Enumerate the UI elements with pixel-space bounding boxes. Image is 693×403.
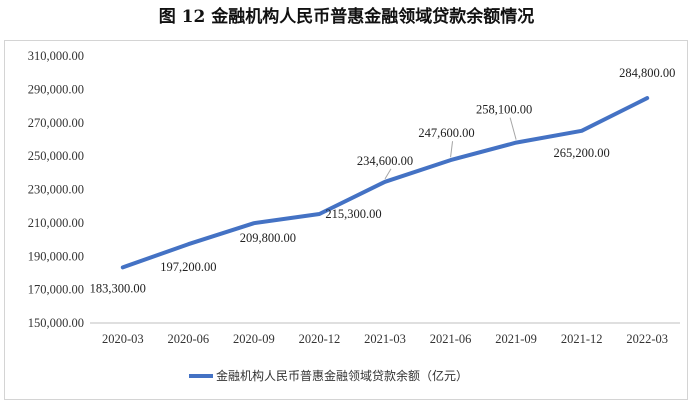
data-label: 234,600.00 bbox=[357, 154, 413, 168]
data-labels: 183,300.00 197,200.00 209,800.00 215,300.00… bbox=[90, 66, 676, 295]
y-axis-ticks: 150,000.00 170,000.00 190,000.00 210,000.00… bbox=[28, 49, 84, 330]
y-tick-label: 150,000.00 bbox=[28, 316, 84, 330]
series-line bbox=[120, 96, 650, 270]
x-tick-label: 2020-03 bbox=[102, 332, 144, 346]
data-label: 183,300.00 bbox=[90, 281, 146, 295]
x-tick-label: 2022-03 bbox=[626, 332, 668, 346]
x-tick-label: 2021-09 bbox=[495, 332, 537, 346]
x-tick-label: 2020-09 bbox=[233, 332, 275, 346]
data-label: 215,300.00 bbox=[325, 207, 381, 221]
x-tick-label: 2021-03 bbox=[364, 332, 406, 346]
x-axis-ticks: 2020-03 2020-06 2020-09 2020-12 2021-03 2021-… bbox=[102, 332, 668, 346]
y-tick-label: 170,000.00 bbox=[28, 283, 84, 297]
data-label: 258,100.00 bbox=[476, 103, 532, 117]
data-label: 247,600.00 bbox=[418, 126, 474, 140]
x-tick-label: 2020-06 bbox=[167, 332, 209, 346]
label-leader-line bbox=[450, 141, 454, 158]
y-tick-label: 190,000.00 bbox=[28, 249, 84, 263]
y-tick-label: 310,000.00 bbox=[28, 49, 84, 63]
data-label: 197,200.00 bbox=[160, 260, 216, 274]
x-tick-label: 2021-12 bbox=[561, 332, 603, 346]
y-tick-label: 290,000.00 bbox=[28, 82, 84, 96]
data-label: 209,800.00 bbox=[240, 231, 296, 245]
label-leader-line bbox=[509, 117, 517, 140]
legend-label: 金融机构人民币普惠金融领域贷款余额（亿元） bbox=[216, 368, 468, 383]
chart-title: 图 12 金融机构人民币普惠金融领域贷款余额情况 bbox=[158, 7, 535, 27]
x-tick-label: 2020-12 bbox=[299, 332, 341, 346]
y-tick-label: 230,000.00 bbox=[28, 183, 84, 197]
label-leader-lines bbox=[384, 117, 517, 180]
y-tick-label: 210,000.00 bbox=[28, 216, 84, 230]
x-tick-label: 2021-06 bbox=[430, 332, 472, 346]
chart-frame bbox=[4, 40, 688, 400]
data-label: 265,200.00 bbox=[554, 146, 610, 160]
y-tick-label: 250,000.00 bbox=[28, 149, 84, 163]
data-label: 284,800.00 bbox=[619, 66, 675, 80]
label-leader-line bbox=[384, 168, 392, 180]
y-tick-label: 270,000.00 bbox=[28, 116, 84, 130]
legend: 金融机构人民币普惠金融领域贷款余额（亿元） bbox=[189, 368, 468, 383]
